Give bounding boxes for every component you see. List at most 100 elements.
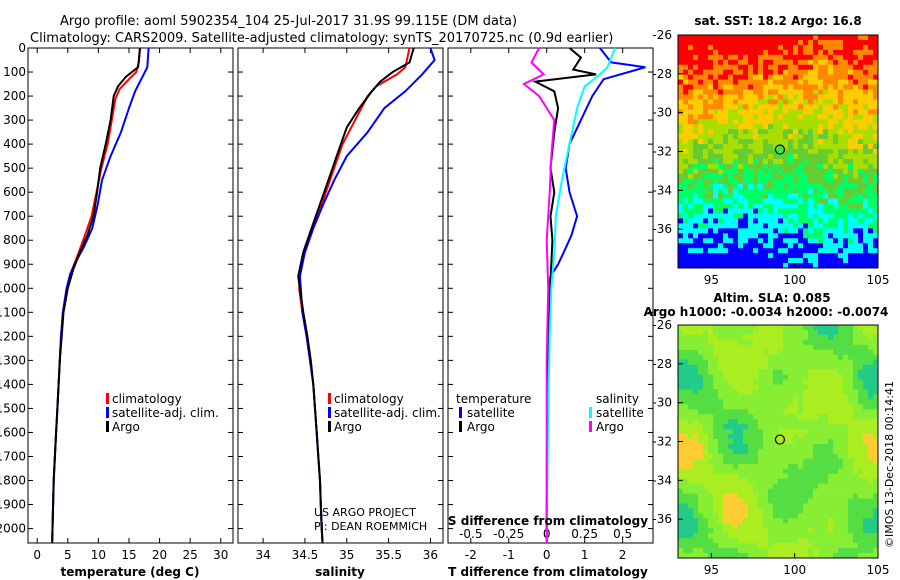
top-tick-label: -0.5 [459, 527, 482, 541]
difference-panel-frame [447, 47, 654, 544]
x-tick-label: 36 [423, 548, 438, 562]
map-y-tick-label: -26 [652, 28, 672, 42]
series-t-satellite [545, 47, 646, 541]
temperature-panel-frame [27, 47, 234, 544]
depth-tick-label: 300 [3, 113, 26, 127]
sst-map-axes: 95 100 105 -26 -28 -30 -32 -34 -36 [652, 28, 889, 287]
x-tick-label: 20 [152, 548, 167, 562]
x-tick-label: 0 [33, 548, 41, 562]
x-tick-label: 35.5 [375, 548, 402, 562]
legend-swatch-t-satellite [459, 407, 462, 418]
depth-tick-label: 600 [3, 185, 26, 199]
salinity-legend: climatology satellite-adj. clim. Argo US… [314, 392, 441, 533]
salinity-xlabel: salinity [315, 565, 365, 579]
depth-tick-label: 900 [3, 257, 26, 271]
top-tick-label: -0.25 [493, 527, 524, 541]
depth-tick-label: 700 [3, 209, 26, 223]
legend-label-climatology: climatology [334, 392, 404, 406]
map-x-tick-label: 95 [704, 563, 719, 577]
depth-tick-label: 800 [3, 233, 26, 247]
credit-line-1: US ARGO PROJECT [314, 506, 416, 519]
legend-label-argo: Argo [334, 420, 362, 434]
depth-tick-label: 1300 [0, 353, 26, 367]
credit-line-2: PI: DEAN ROEMMICH [314, 520, 427, 533]
depth-tick-label: 1100 [0, 305, 26, 319]
legend-swatch-s-argo [589, 421, 592, 432]
difference-legend: temperature satellite Argo salinity sate… [448, 392, 648, 528]
series-s-argo [522, 47, 556, 543]
depth-tick-label: 1000 [0, 281, 26, 295]
series-argo [297, 47, 415, 544]
map-y-tick-label: -28 [652, 67, 672, 81]
argo-location-marker [774, 144, 786, 155]
map-y-tick-label: -34 [652, 473, 672, 487]
x-tick-label: 10 [91, 548, 106, 562]
legend-s-argo: Argo [596, 420, 624, 434]
depth-axis-labels: 0 100 200 300 400 500 600 700 800 900 1000 1100 1200… [0, 41, 26, 536]
map-y-tick-label: -32 [652, 145, 672, 159]
map-x-tick-label: 105 [867, 563, 890, 577]
series-s-satellite [545, 47, 616, 541]
map-x-tick-label: 95 [704, 273, 719, 287]
map-y-tick-label: -36 [652, 512, 672, 526]
top-tick-label: 0.25 [571, 527, 598, 541]
legend-swatch-climatology [328, 393, 331, 404]
x-tick-label: 25 [183, 548, 198, 562]
x-tick-label: 34.5 [292, 548, 319, 562]
map-y-tick-label: -34 [652, 183, 672, 197]
legend-s-satellite: satellite [596, 406, 644, 420]
x-tick-label: -2 [465, 548, 477, 562]
x-tick-label: 35 [339, 548, 354, 562]
legend-label-argo: Argo [112, 420, 140, 434]
depth-tick-label: 1600 [0, 425, 26, 439]
legend-label-satellite: satellite-adj. clim. [334, 406, 441, 420]
legend-temperature-title: temperature [456, 392, 531, 406]
depth-tick-label: 0 [18, 41, 26, 55]
salinity-panel-frame [237, 47, 444, 544]
imos-watermark: ©IMOS 13-Dec-2018 00:14:41 [883, 381, 896, 548]
sst-map-title: sat. SST: 18.2 Argo: 16.8 [694, 14, 861, 28]
depth-tick-label: 1700 [0, 449, 26, 463]
depth-tick-label: 1200 [0, 329, 26, 343]
sla-heatmap [678, 325, 879, 559]
legend-swatch-argo [328, 421, 331, 432]
temperature-panel: 0 5 10 15 20 25 30 [28, 47, 233, 562]
title-line-1: Argo profile: aoml 5902354_104 25-Jul-20… [60, 14, 517, 29]
legend-swatch-s-satellite [589, 407, 592, 418]
legend-swatch-argo [106, 421, 109, 432]
x-tick-label: -1 [503, 548, 515, 562]
legend-swatch-climatology [106, 393, 109, 404]
series-t-argo [531, 47, 597, 544]
depth-tick-label: 1900 [0, 498, 26, 512]
top-tick-label: 0.5 [613, 527, 632, 541]
salinity-panel: 34 34.5 35 35.5 36 [238, 47, 443, 562]
x-tick-label: 34 [255, 548, 270, 562]
depth-tick-label: 200 [3, 89, 26, 103]
legend-swatch-t-argo [459, 421, 462, 432]
map-y-tick-label: -32 [652, 435, 672, 449]
depth-tick-label: 400 [3, 137, 26, 151]
s-difference-title: S difference from climatology [448, 514, 648, 528]
argo-location-marker [774, 434, 786, 445]
series-satellite-adj-clim- [298, 47, 436, 541]
map-x-tick-label: 105 [867, 273, 890, 287]
map-x-tick-label: 100 [783, 273, 806, 287]
sla-map-title-2: Argo h1000: -0.0034 h2000: -0.0074 [644, 305, 889, 319]
map-y-tick-label: -30 [652, 106, 672, 120]
temperature-legend: climatology satellite-adj. clim. Argo [106, 392, 219, 434]
map-y-tick-label: -30 [652, 396, 672, 410]
difference-xlabel: T difference from climatology [448, 565, 648, 579]
x-tick-label: 2 [619, 548, 627, 562]
depth-tick-label: 1500 [0, 401, 26, 415]
legend-t-argo: Argo [467, 420, 495, 434]
x-tick-label: 15 [121, 548, 136, 562]
depth-tick-label: 1400 [0, 377, 26, 391]
depth-tick-label: 100 [3, 65, 26, 79]
map-x-tick-label: 100 [783, 563, 806, 577]
x-tick-label: 30 [213, 548, 228, 562]
depth-tick-label: 500 [3, 161, 26, 175]
map-y-tick-label: -26 [652, 318, 672, 332]
depth-tick-label: 2000 [0, 522, 26, 536]
